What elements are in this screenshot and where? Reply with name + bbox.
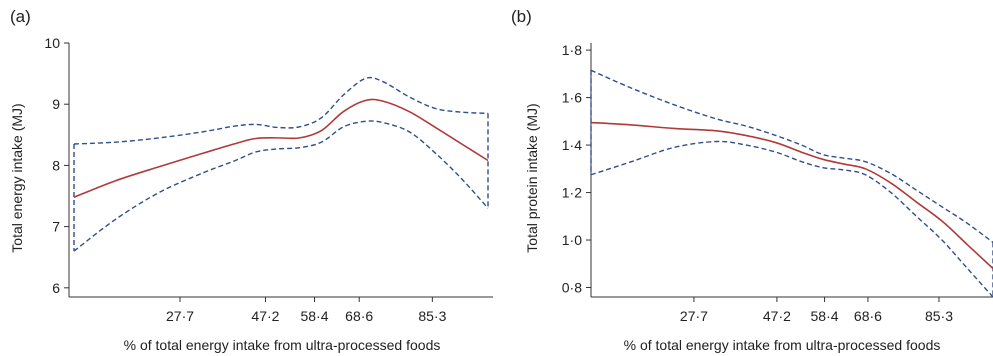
panel-a-x-tick-label: 68·6 (345, 308, 373, 324)
panel-b-label: (b) (511, 7, 532, 26)
panel-b-ci-upper-line (590, 69, 993, 243)
panel-b-x-tick-label: 47·2 (763, 308, 791, 324)
panel-a-y-tick-label: 10 (44, 35, 60, 51)
panel-a-ci-lower-line (73, 120, 489, 252)
panel-a-ci-upper-line (73, 76, 489, 145)
panel-b-x-tick-label: 85·3 (925, 308, 953, 324)
panel-a-x-tick-label: 85·3 (418, 308, 446, 324)
panel-b-y-tick-label: 1·2 (562, 185, 582, 201)
panel-b-y-axis-title: Total protein intake (MJ) (524, 103, 540, 252)
panel-b-y-tick-label: 1·4 (562, 137, 582, 153)
panel-a-fit-line (73, 98, 489, 198)
panel-a-label: (a) (10, 7, 31, 26)
panel-b-y-tick-label: 1·6 (562, 90, 582, 106)
panel-b-x-axis-title: % of total energy intake from ultra-proc… (624, 337, 941, 353)
panel-a-y-tick-label: 9 (52, 96, 60, 112)
panel-b-x-tick-label: 27·7 (680, 308, 708, 324)
panel-a-x-tick-label: 47·2 (251, 308, 279, 324)
panel-a-x-axis-title: % of total energy intake from ultra-proc… (124, 337, 441, 353)
panel-b-x-tick-label: 58·4 (811, 308, 839, 324)
panel-a: (a) Total energy intake (MJ) % of total … (9, 7, 493, 353)
panel-b-y-tick-label: 0·8 (562, 280, 582, 296)
panel-a-x-tick-label: 58·4 (300, 308, 328, 324)
panel-a-x-tick-label: 27·7 (166, 308, 194, 324)
panel-b-x-tick-label: 68·6 (854, 308, 882, 324)
panel-b-fit-line (590, 121, 993, 270)
panel-b-y-tick-label: 1·8 (562, 42, 582, 58)
panel-b-ci-lower-line (590, 140, 993, 298)
panel-b: (b) Total protein intake (MJ) % of total… (511, 7, 993, 353)
panel-b-y-tick-label: 1·0 (562, 232, 582, 248)
panel-a-y-tick-label: 7 (52, 219, 60, 235)
panel-a-y-tick-label: 8 (52, 157, 60, 173)
panel-a-y-tick-label: 6 (52, 280, 60, 296)
panel-a-y-axis-title: Total energy intake (MJ) (9, 103, 25, 252)
